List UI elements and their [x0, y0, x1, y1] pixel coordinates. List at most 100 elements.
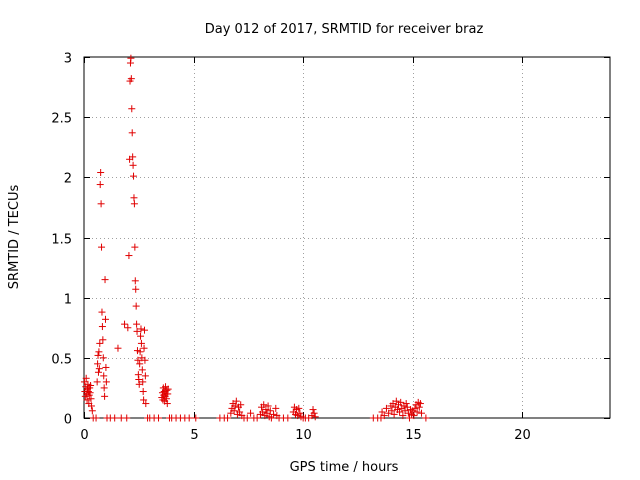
data-point: [243, 414, 251, 422]
data-point: [94, 351, 102, 359]
data-point: [224, 414, 232, 422]
data-point: [101, 315, 109, 323]
data-point: [97, 200, 105, 208]
data-point: [378, 408, 386, 416]
data-point: [162, 395, 170, 403]
data-point: [130, 200, 138, 208]
plot-frame: [83, 56, 611, 419]
data-point: [80, 378, 88, 386]
data-point: [98, 323, 106, 331]
data-point: [101, 392, 109, 400]
data-point: [272, 404, 280, 412]
data-point: [133, 320, 141, 328]
data-point: [136, 348, 144, 356]
data-point: [98, 243, 106, 251]
data-point: [185, 414, 193, 422]
data-point: [159, 396, 167, 404]
data-point: [309, 406, 317, 414]
data-point: [164, 385, 172, 393]
data-point: [192, 414, 200, 422]
data-point: [129, 153, 137, 161]
x-tick-label: 0: [80, 428, 88, 443]
data-point: [101, 276, 109, 284]
data-point: [87, 402, 95, 410]
data-point: [94, 368, 102, 376]
data-point: [131, 277, 139, 285]
data-point: [411, 404, 419, 412]
data-point: [231, 402, 239, 410]
data-point: [125, 252, 133, 260]
data-point: [236, 408, 244, 416]
data-point: [399, 412, 407, 420]
data-point: [141, 356, 149, 364]
y-tick-label: 0.5: [51, 353, 72, 368]
y-axis-label: SRMTID / TECUs: [7, 185, 22, 290]
data-point: [82, 374, 90, 382]
data-point: [132, 302, 140, 310]
data-point: [97, 169, 105, 177]
data-point: [102, 363, 110, 371]
data-point: [295, 404, 303, 412]
data-point: [416, 400, 424, 408]
data-point: [137, 332, 145, 340]
data-point: [140, 326, 148, 334]
data-point: [95, 348, 103, 356]
data-point: [127, 75, 135, 83]
y-tick-label: 2.5: [51, 112, 72, 127]
data-point: [130, 194, 138, 202]
data-point: [100, 372, 108, 380]
data-point: [92, 414, 100, 422]
data-point: [137, 325, 145, 333]
data-point: [390, 410, 398, 418]
data-point: [98, 308, 106, 316]
data-point: [141, 372, 149, 380]
data-point: [127, 54, 135, 62]
data-point: [404, 409, 412, 417]
data-point: [418, 409, 426, 417]
y-tick-label: 3: [64, 52, 72, 67]
data-points: [80, 54, 430, 422]
data-point: [114, 344, 122, 352]
data-point: [230, 407, 238, 415]
data-point: [102, 378, 110, 386]
grid-lines: [84, 57, 610, 418]
data-point: [136, 360, 144, 368]
data-point: [88, 407, 96, 415]
data-point: [140, 344, 148, 352]
data-point: [111, 414, 119, 422]
data-point: [237, 401, 245, 409]
data-point: [138, 366, 146, 374]
data-point: [380, 412, 388, 420]
y-tick-label: 0: [64, 413, 72, 428]
data-point: [123, 414, 131, 422]
data-point: [121, 320, 129, 328]
data-point: [262, 406, 270, 414]
data-point: [264, 402, 272, 410]
data-point: [132, 285, 140, 293]
data-point: [133, 327, 141, 335]
data-point: [87, 395, 95, 403]
data-point: [96, 181, 104, 189]
data-point: [232, 397, 240, 405]
data-point: [96, 339, 104, 347]
x-tick-label: 10: [295, 428, 312, 443]
data-point: [131, 243, 139, 251]
data-point: [247, 409, 255, 417]
data-point: [396, 408, 404, 416]
data-point: [405, 414, 413, 422]
x-tick-label: 15: [405, 428, 422, 443]
data-point: [87, 382, 95, 390]
y-tick-label: 2: [64, 172, 72, 187]
data-point: [155, 414, 163, 422]
data-point: [397, 398, 405, 406]
data-point: [260, 401, 268, 409]
data-point: [382, 404, 390, 412]
data-point: [95, 365, 103, 373]
data-point: [139, 388, 147, 396]
data-point: [310, 409, 318, 417]
data-point: [266, 407, 274, 415]
data-point: [83, 396, 91, 404]
data-point: [135, 380, 143, 388]
data-point: [296, 409, 304, 417]
y-tick-label: 1.5: [51, 233, 72, 248]
